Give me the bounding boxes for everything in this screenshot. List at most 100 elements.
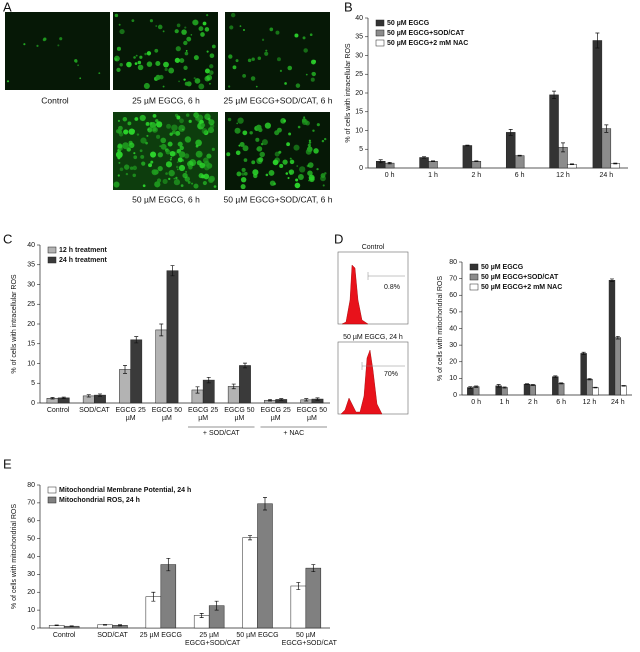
y-tick-label: 15 <box>27 341 35 348</box>
cell <box>310 59 316 65</box>
error-bar <box>593 386 598 389</box>
error-bar <box>231 383 236 390</box>
cell <box>140 137 147 144</box>
y-tick-label: 35 <box>355 34 363 41</box>
error-bar <box>54 624 59 627</box>
cell <box>181 29 187 35</box>
cell <box>132 165 138 171</box>
bar <box>155 329 168 404</box>
cell <box>239 25 242 28</box>
cell <box>240 184 246 190</box>
cell <box>305 73 308 76</box>
x-tick-label: EGCG 50 µM <box>296 407 328 422</box>
error-bar <box>496 384 501 388</box>
error-bar <box>296 582 301 590</box>
cell <box>163 61 169 68</box>
panel-letter: A <box>3 0 12 14</box>
error-bar <box>97 393 102 397</box>
error-bar <box>279 398 284 401</box>
cell <box>185 113 190 117</box>
panel-letter: B <box>344 0 353 14</box>
legend-swatch <box>469 273 479 281</box>
y-tick-label: 20 <box>27 589 35 596</box>
cell <box>131 19 135 23</box>
cell <box>310 178 313 181</box>
y-tick-label: 30 <box>27 281 35 288</box>
cell <box>200 122 206 128</box>
cell <box>141 161 146 166</box>
cell <box>299 166 306 173</box>
x-tick-label: 1 h <box>428 172 438 179</box>
cell <box>79 77 82 80</box>
cell <box>206 153 212 159</box>
x-tick-label: 2 h <box>527 399 538 406</box>
cell <box>284 82 287 85</box>
y-axis-label: % of cells with intracellular ROS <box>11 274 18 374</box>
cell <box>301 118 308 126</box>
x-tick-label: 24 h <box>611 399 625 406</box>
cell <box>261 38 265 41</box>
cell <box>117 129 122 134</box>
cell <box>169 132 173 136</box>
error-bar <box>214 600 219 611</box>
y-tick-label: 40 <box>355 15 363 22</box>
cell <box>169 150 176 157</box>
cell <box>193 77 196 80</box>
bar <box>462 145 473 169</box>
x-tick-label: 0 h <box>384 172 395 179</box>
cell <box>149 19 153 23</box>
cell <box>174 57 181 63</box>
cell <box>208 177 214 184</box>
bar <box>119 369 131 404</box>
cell <box>235 150 241 156</box>
cell <box>118 125 123 131</box>
cell <box>243 171 248 176</box>
cell <box>236 122 239 125</box>
error-bar <box>242 362 247 369</box>
error-bar <box>561 142 565 153</box>
cell <box>164 67 168 72</box>
cell <box>157 152 163 158</box>
micrograph <box>113 112 218 190</box>
cell <box>251 160 256 165</box>
error-bar <box>559 382 564 385</box>
cell <box>294 33 299 38</box>
cell <box>177 157 183 163</box>
group-label: + SOD/CAT <box>203 430 240 437</box>
y-tick-label: 0 <box>31 400 35 407</box>
cell <box>211 147 215 151</box>
cell <box>204 68 210 74</box>
y-tick-label: 0 <box>31 625 35 632</box>
cell <box>297 173 304 180</box>
bar <box>552 376 559 396</box>
cell <box>308 174 315 181</box>
cell <box>282 159 288 165</box>
micrograph <box>225 112 330 190</box>
cell <box>150 160 154 164</box>
x-tick-label: EGCG 25 µM <box>260 407 291 422</box>
error-bar <box>170 265 175 277</box>
cell <box>134 62 138 65</box>
cell <box>122 142 129 150</box>
cell <box>147 127 153 133</box>
bar <box>592 387 599 396</box>
legend-label: 50 µM EGCG <box>481 264 524 271</box>
bar <box>586 378 593 396</box>
cell <box>201 128 208 134</box>
y-tick-label: 25 <box>27 301 35 308</box>
legend-label: Mitochondrial ROS, 24 h <box>59 497 140 504</box>
cell <box>324 137 327 141</box>
cell <box>179 58 185 63</box>
cell <box>187 180 191 184</box>
image-caption: 50 µM EGCG+SOD/CAT, 6 h <box>224 194 333 204</box>
cell <box>118 161 121 164</box>
cell <box>196 160 202 166</box>
cell <box>178 151 186 158</box>
cell <box>148 163 153 168</box>
cell <box>237 117 244 124</box>
cell <box>156 134 161 139</box>
y-tick-label: 50 <box>449 309 457 316</box>
cell <box>123 164 130 170</box>
cell <box>173 179 181 186</box>
